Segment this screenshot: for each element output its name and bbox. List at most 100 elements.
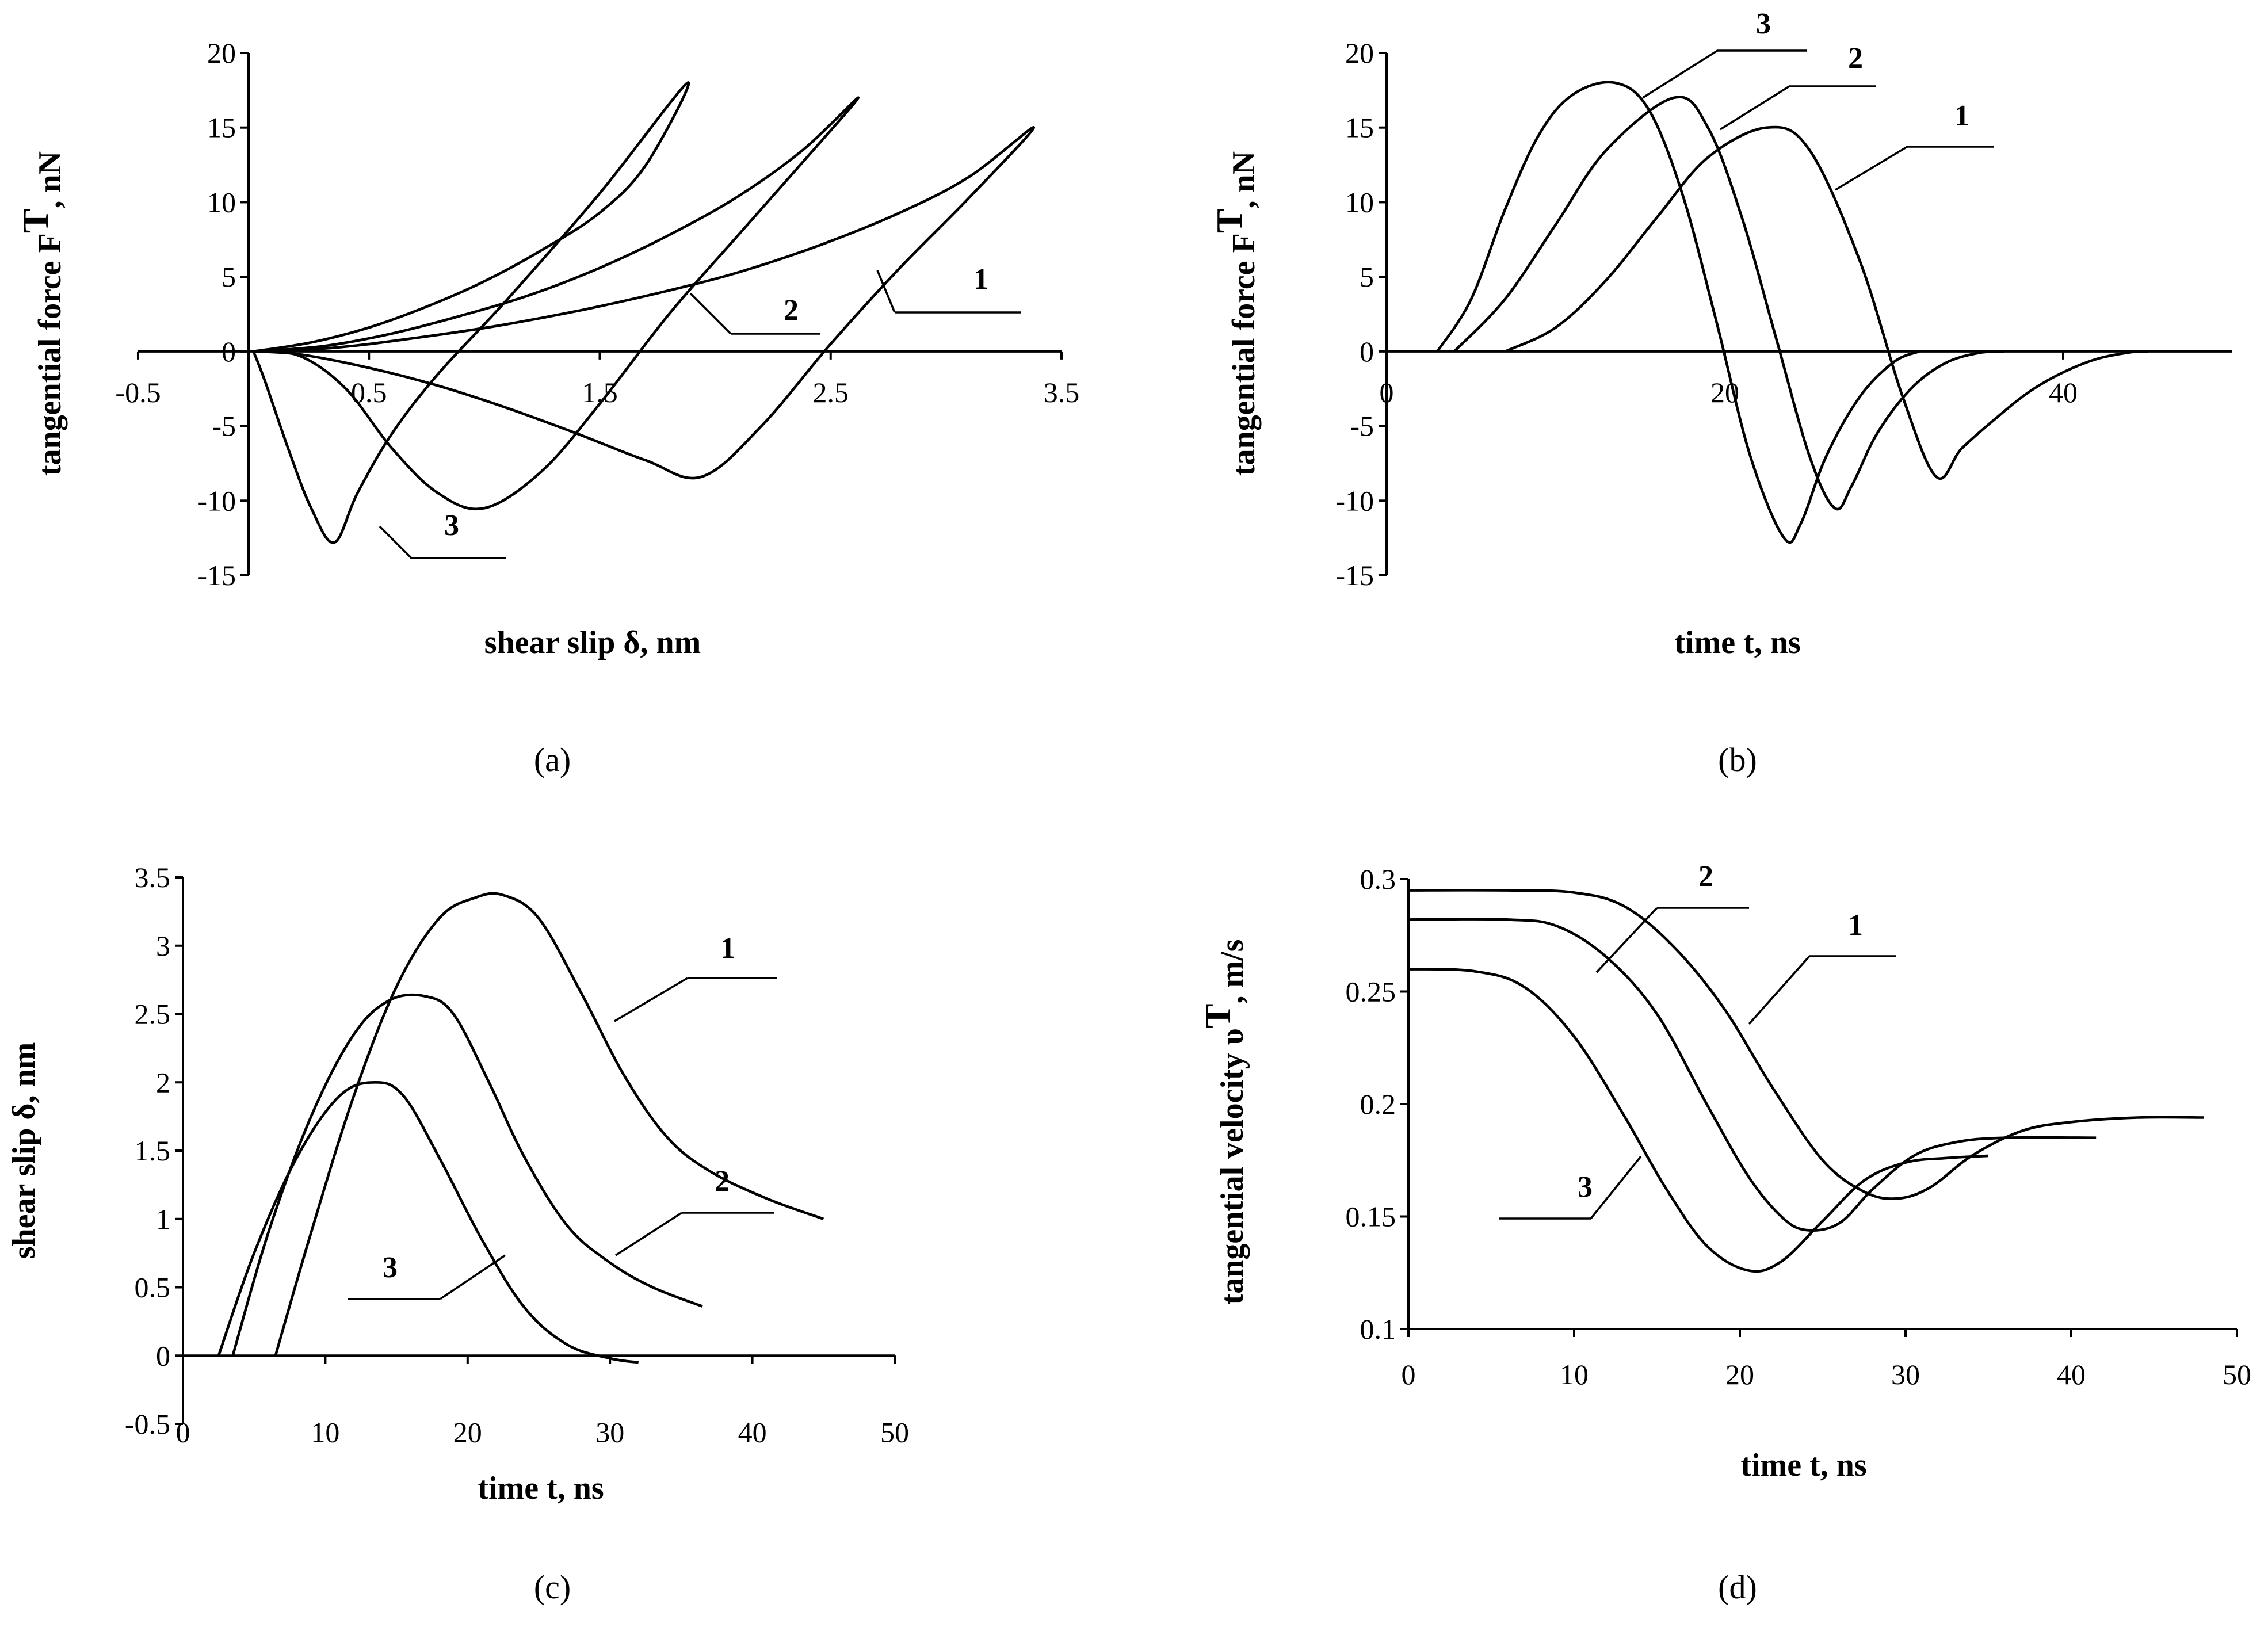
y-tick-label-a: 5	[222, 261, 236, 293]
curve-label-b-3: 3	[1756, 7, 1771, 40]
y-tick-label-c: 1.5	[135, 1135, 171, 1167]
y-axis-label-text: tangential force F	[32, 233, 68, 476]
curve-label-c-3: 3	[383, 1251, 398, 1284]
y-tick-label-b: 15	[1345, 112, 1374, 144]
x-tick-label-d: 10	[1560, 1358, 1589, 1391]
x-tick-label-b: 40	[2049, 376, 2078, 408]
curve-label-b-1: 1	[1954, 100, 1969, 132]
x-tick-label-c: 0	[176, 1416, 190, 1448]
y-axis-label-superscript: T	[1209, 208, 1250, 233]
series-line-a-1	[253, 126, 1036, 480]
x-axis-label-b: time t, ns	[1674, 625, 1800, 660]
leader-pointer-a-2	[689, 292, 732, 335]
caption-d: (d)	[1718, 1568, 1757, 1606]
series-line-d-1	[1408, 888, 2204, 1200]
y-axis-label-text: tangential velocity υ	[1215, 1028, 1250, 1304]
y-axis-label-unit: , nN	[1226, 151, 1262, 209]
curve-label-a-3: 3	[444, 509, 459, 542]
y-tick-label-d: 0.3	[1360, 863, 1396, 895]
y-tick-label-c: -0.5	[125, 1408, 170, 1440]
curve-label-c-2: 2	[715, 1165, 730, 1198]
series-line-c-1	[274, 892, 824, 1356]
x-tick-label-a: 3.5	[1044, 376, 1080, 408]
x-tick-label-c: 40	[738, 1416, 767, 1448]
y-tick-label-a: -5	[212, 410, 236, 442]
y-tick-label-b: -5	[1350, 410, 1374, 442]
leader-pointer-b-1	[1835, 146, 1908, 191]
y-axis-label-c: shear slip δ, nm	[6, 1042, 42, 1259]
y-axis-label-unit: , nN	[32, 151, 68, 209]
y-tick-label-b: 5	[1360, 261, 1374, 293]
y-axis-label-superscript: T	[15, 208, 56, 233]
caption-a: (a)	[534, 741, 571, 778]
leader-pointer-d-1	[1748, 955, 1811, 1025]
y-tick-label-b: -10	[1335, 484, 1374, 517]
y-tick-label-c: 0.5	[135, 1271, 171, 1304]
x-tick-label-c: 50	[880, 1416, 909, 1448]
x-axis-label-d: time t, ns	[1740, 1448, 1866, 1483]
x-tick-label-a: 2.5	[813, 376, 849, 408]
curve-label-a-2: 2	[784, 294, 799, 327]
y-tick-label-c: 1	[156, 1203, 170, 1235]
series-line-b-2	[1453, 96, 2004, 511]
curve-label-d-3: 3	[1578, 1171, 1593, 1204]
y-tick-label-c: 0	[156, 1339, 170, 1372]
panel-d: 0.3 0.25 0.2 0.15 0.10 10 20 30 40 50 time t, ns ta…	[1197, 860, 2251, 1606]
x-tick-label-d: 0	[1402, 1358, 1416, 1391]
y-axis-label-superscript: T	[1197, 1004, 1238, 1029]
x-tick-label-c: 10	[311, 1416, 339, 1448]
x-tick-label-c: 30	[595, 1416, 624, 1448]
series-line-d-3	[1408, 968, 1989, 1273]
y-axis-label-d: tangential velocity υT, m/s	[1197, 939, 1250, 1305]
x-tick-label-d: 20	[1725, 1358, 1754, 1391]
y-tick-label-a: -10	[197, 484, 236, 517]
x-tick-label-a: 0.5	[351, 376, 387, 408]
curve-label-b-2: 2	[1848, 42, 1863, 75]
y-tick-label-a: -15	[197, 559, 236, 591]
leader-pointer-c-1	[614, 977, 688, 1022]
series-line-c-2	[231, 993, 703, 1356]
y-tick-label-c: 3	[156, 930, 170, 962]
caption-b: (b)	[1718, 741, 1757, 778]
leader-pointer-d-3	[1590, 1155, 1642, 1220]
curve-label-a-1: 1	[973, 263, 988, 296]
curve-label-d-2: 2	[1698, 860, 1713, 893]
series-line-b-1	[1504, 125, 2148, 480]
y-tick-label-b: 10	[1345, 186, 1374, 218]
y-tick-label-d: 0.15	[1346, 1201, 1396, 1233]
caption-c: (c)	[534, 1568, 571, 1606]
x-tick-label-d: 50	[2223, 1358, 2251, 1391]
y-tick-label-a: 10	[207, 186, 236, 218]
y-axis-label-b: tangential force FT, nN	[1209, 151, 1262, 476]
x-tick-label-c: 20	[453, 1416, 482, 1448]
x-axis-label-a: shear slip δ, nm	[484, 625, 701, 660]
y-tick-label-a: 0	[222, 335, 236, 368]
y-axis-label-a: tangential force FT, nN	[15, 151, 68, 476]
y-tick-label-d: 0.2	[1360, 1088, 1396, 1120]
y-tick-label-d: 0.1	[1360, 1313, 1396, 1345]
leader-pointer-a-1	[876, 270, 896, 313]
x-tick-label-d: 40	[2057, 1358, 2086, 1391]
leader-pointer-a-3	[379, 525, 413, 559]
series-line-b-3	[1436, 81, 1920, 544]
y-tick-label-c: 3.5	[135, 861, 171, 893]
y-tick-label-c: 2.5	[135, 998, 171, 1030]
series-line-d-2	[1408, 918, 2097, 1232]
leader-pointer-c-2	[615, 1212, 682, 1256]
y-tick-label-c: 2	[156, 1066, 170, 1098]
curve-label-d-1: 1	[1848, 909, 1863, 942]
y-tick-label-a: 15	[207, 112, 236, 144]
curve-label-c-1: 1	[720, 932, 735, 965]
y-tick-label-b: 20	[1345, 37, 1374, 69]
y-axis-label-text: shear slip δ, nm	[6, 1042, 42, 1259]
series-line-a-2	[253, 96, 860, 511]
x-tick-label-a: -0.5	[115, 376, 161, 408]
y-tick-label-a: 20	[207, 37, 236, 69]
series-line-c-3	[217, 1080, 639, 1364]
y-tick-label-b: -15	[1335, 559, 1374, 591]
leader-pointer-d-2	[1595, 907, 1658, 973]
